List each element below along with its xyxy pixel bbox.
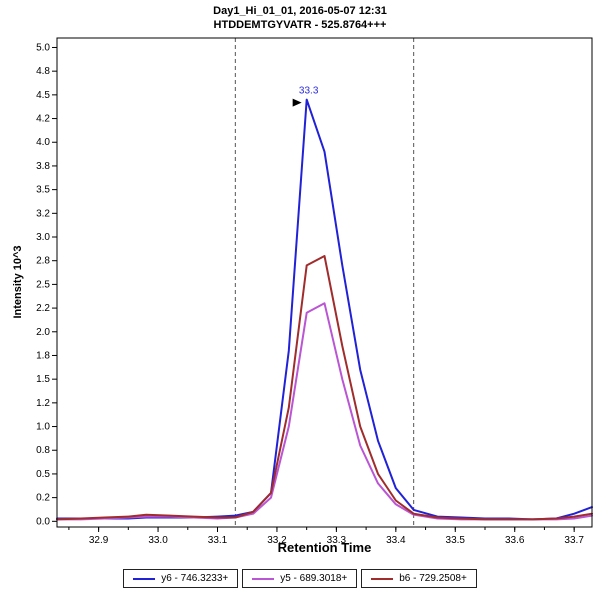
y-tick-label: 2.5 [36, 279, 50, 290]
y-tick-label: 4.2 [36, 114, 50, 125]
series-lines [56, 98, 593, 521]
legend-label-y6: y6 - 746.3233+ [161, 573, 229, 584]
x-tick-label: 33.6 [505, 535, 525, 546]
y-tick-label: 1.5 [36, 374, 50, 385]
peak-boundaries [234, 38, 415, 527]
x-tick-label: 33.5 [446, 535, 466, 546]
plot-border [56, 37, 593, 528]
legend: y6 - 746.3233+ y5 - 689.3018+ b6 - 729.250… [0, 569, 600, 588]
y-tick-label: 3.0 [36, 232, 50, 243]
x-tick-label: 32.9 [89, 535, 109, 546]
x-axis: 32.9 33.0 33.1 33.2 33.3 33.4 33.5 33.6 33.7 [68, 527, 584, 546]
y-tick-label: 2.8 [36, 256, 50, 267]
legend-label-b6: b6 - 729.2508+ [399, 573, 467, 584]
y-tick-label: 2.0 [36, 327, 50, 338]
x-axis-title: Retention Time [277, 540, 372, 555]
y-tick-label: 0.0 [36, 516, 50, 527]
legend-line-swatch-y5 [252, 577, 275, 580]
y-tick-label: 1.0 [36, 422, 50, 433]
x-tick-label: 33.3 [327, 535, 347, 546]
y-tick-label: 3.8 [36, 161, 50, 172]
legend-label-y5: y5 - 689.3018+ [280, 573, 348, 584]
y-tick-label: 4.8 [36, 66, 50, 77]
peak-annotation: 33.3 [292, 86, 319, 107]
legend-item-y5: y5 - 689.3018+ [242, 569, 358, 588]
y-tick-label: 1.8 [36, 350, 50, 361]
plot-background [57, 38, 592, 527]
x-tick-label: 33.0 [148, 535, 168, 546]
x-tick-label: 33.2 [267, 535, 287, 546]
x-tick-label: 33.1 [208, 535, 228, 546]
x-tick-label: 33.7 [564, 535, 584, 546]
y-tick-label: 2.2 [36, 303, 50, 314]
legend-item-y6: y6 - 746.3233+ [123, 569, 239, 588]
series-line-b6 [56, 255, 593, 521]
y-tick-label: 5.0 [36, 42, 50, 53]
legend-line-swatch-b6 [371, 577, 394, 580]
y-axis: 5.0 4.8 4.5 4.2 4.0 3.8 3.5 3.2 3.0 2.8 2.5 2.2 2.0 1… [36, 42, 57, 527]
x-tick-label: 33.4 [386, 535, 406, 546]
legend-line-swatch-y6 [133, 577, 156, 580]
y-axis-title: Intensity 10^3 [12, 245, 24, 319]
y-tick-label: 0.2 [36, 493, 50, 504]
y-tick-label: 3.2 [36, 208, 50, 219]
y-tick-label: 4.0 [36, 137, 50, 148]
chart-subtitle: HTDDEMTGYVATR - 525.8764+++ [213, 19, 387, 31]
peak-rt-label: 33.3 [299, 86, 319, 97]
y-tick-label: 0.5 [36, 469, 50, 480]
y-tick-label: 0.8 [36, 445, 50, 456]
y-tick-label: 1.2 [36, 398, 50, 409]
y-tick-label: 4.5 [36, 90, 50, 101]
peak-arrow-icon [292, 98, 302, 107]
y-tick-label: 3.5 [36, 185, 50, 196]
chart-title: Day1_Hi_01_01, 2016-05-07 12:31 [213, 5, 387, 17]
legend-item-b6: b6 - 729.2508+ [361, 569, 477, 588]
